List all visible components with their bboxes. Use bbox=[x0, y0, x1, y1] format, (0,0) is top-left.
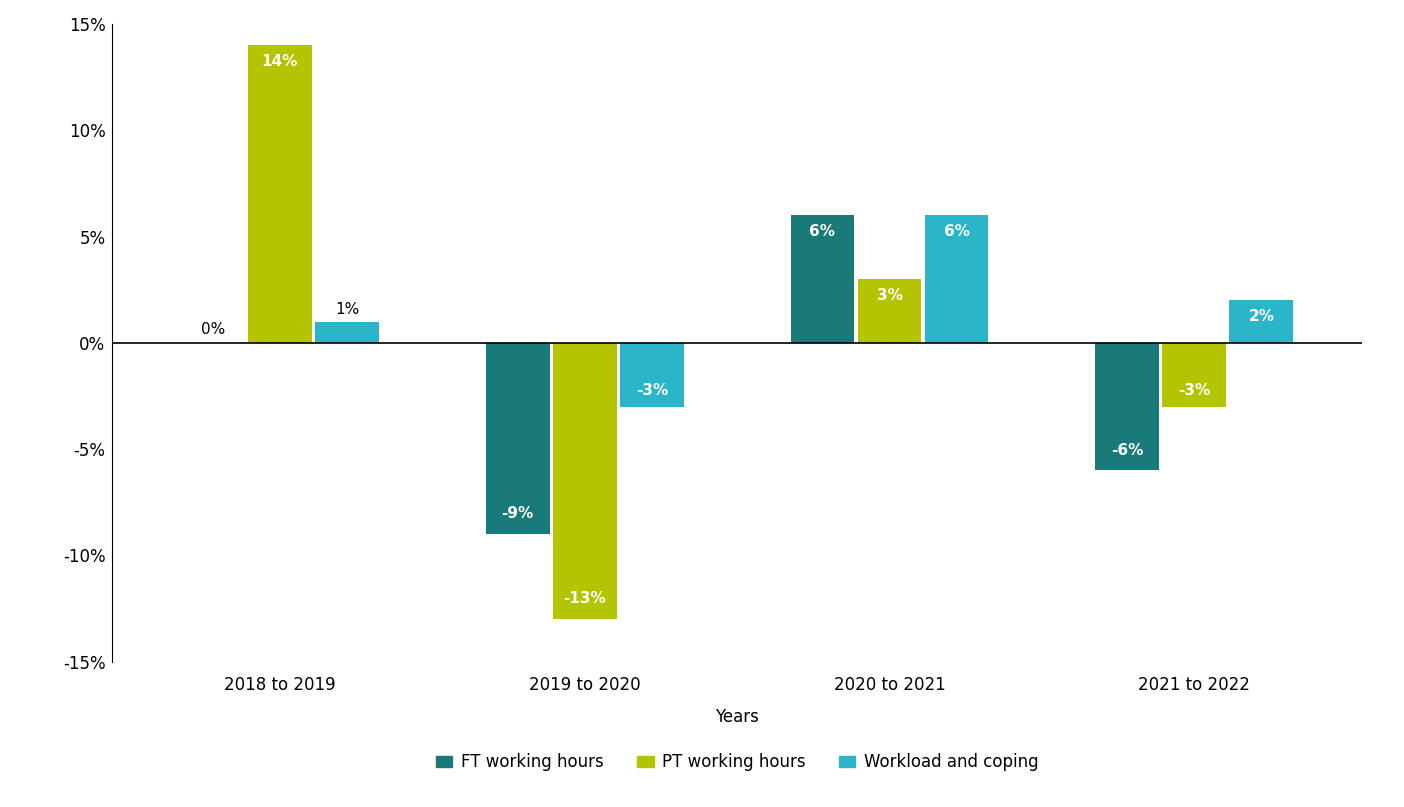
Bar bbox=[621, 343, 684, 407]
Bar bbox=[249, 45, 312, 343]
Text: -6%: -6% bbox=[1111, 443, 1143, 458]
Text: -13%: -13% bbox=[563, 592, 607, 607]
Text: 3%: 3% bbox=[876, 288, 903, 303]
Bar bbox=[314, 322, 379, 343]
Bar bbox=[1230, 300, 1293, 343]
Text: 6%: 6% bbox=[810, 224, 835, 239]
Bar bbox=[1095, 343, 1160, 470]
Legend: FT working hours, PT working hours, Workload and coping: FT working hours, PT working hours, Work… bbox=[430, 746, 1045, 778]
Text: 1%: 1% bbox=[336, 303, 359, 317]
Text: 6%: 6% bbox=[943, 224, 970, 239]
Bar bbox=[790, 215, 854, 343]
Bar bbox=[858, 279, 921, 343]
Text: 0%: 0% bbox=[201, 322, 225, 337]
Bar bbox=[486, 343, 549, 534]
Text: -3%: -3% bbox=[1178, 383, 1210, 398]
Text: -9%: -9% bbox=[501, 507, 534, 521]
Bar bbox=[1163, 343, 1226, 407]
Text: 2%: 2% bbox=[1248, 309, 1275, 324]
Bar bbox=[925, 215, 988, 343]
Text: 14%: 14% bbox=[261, 54, 298, 69]
Text: -3%: -3% bbox=[636, 383, 668, 398]
Bar bbox=[553, 343, 616, 619]
X-axis label: Years: Years bbox=[715, 708, 760, 725]
